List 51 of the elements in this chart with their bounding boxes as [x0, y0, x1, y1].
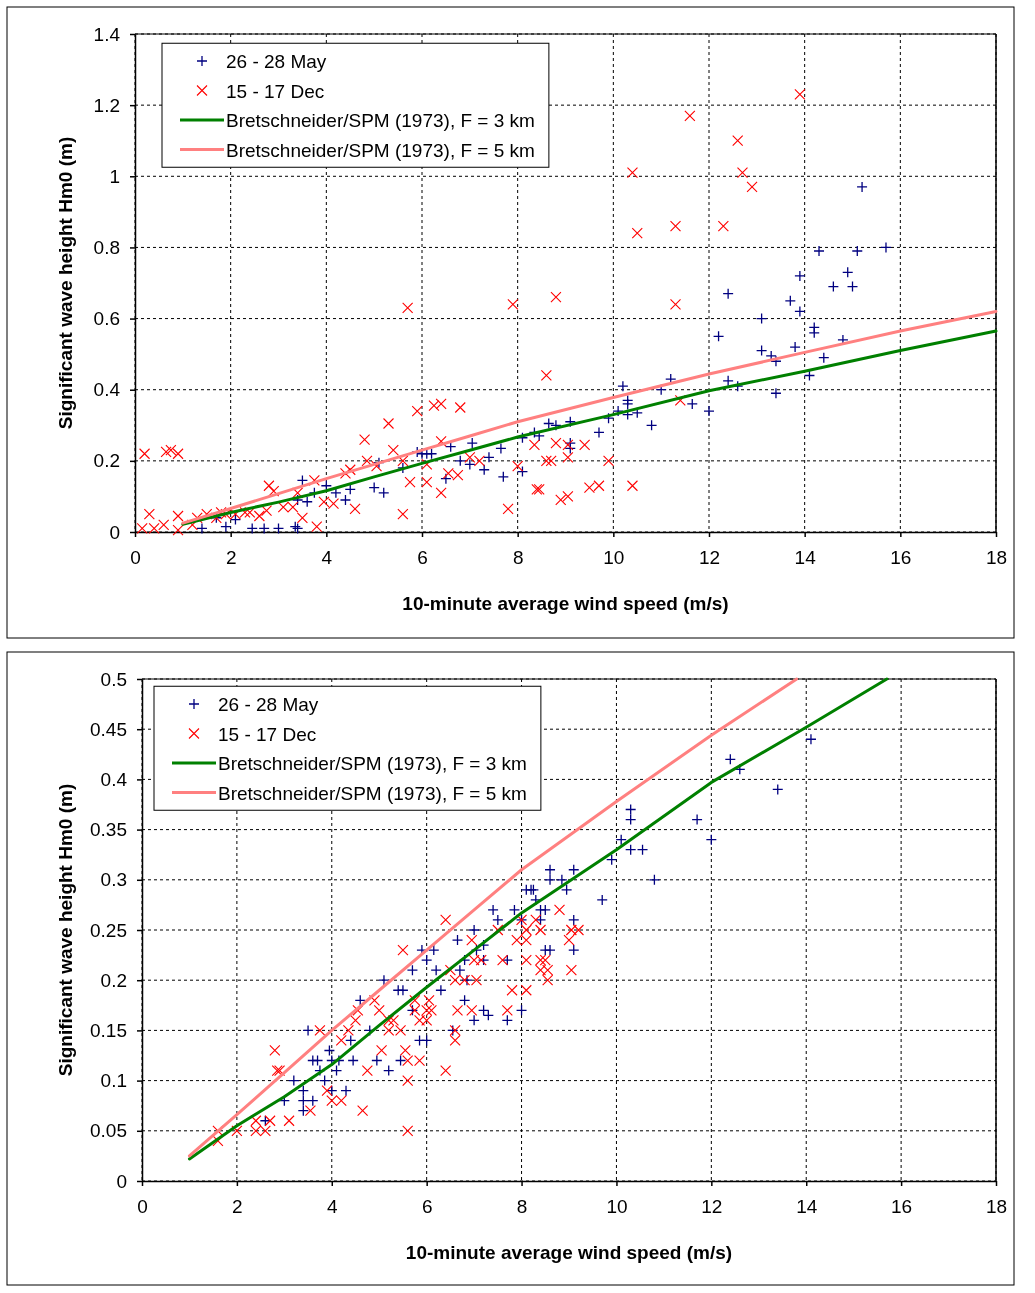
- y-axis-title: Significant wave height Hm0 (m): [55, 783, 76, 1077]
- x-tick-label: 10: [603, 547, 625, 569]
- y-tick-label: 0.1: [100, 1070, 127, 1092]
- x-tick-label: 12: [701, 1196, 723, 1218]
- x-tick-label: 0: [137, 1196, 148, 1218]
- x-tick-label: 2: [232, 1196, 243, 1218]
- x-tick-label: 16: [891, 1196, 913, 1218]
- x-tick-label: 14: [794, 547, 817, 569]
- x-tick-label: 6: [421, 1196, 433, 1218]
- x-tick-label: 2: [225, 547, 237, 569]
- x-axis-title: 10-minute average wind speed (m/s): [402, 593, 729, 614]
- x-tick-label: 0: [130, 547, 141, 569]
- x-tick-label: 10: [606, 1196, 628, 1218]
- y-tick-label: 0.35: [90, 819, 127, 841]
- x-tick-label: 18: [985, 1196, 1008, 1218]
- x-tick-label: 6: [417, 547, 428, 569]
- y-axis-title: Significant wave height Hm0 (m): [55, 136, 76, 430]
- x-tick-label: 14: [796, 1196, 818, 1218]
- y-tick-label: 1.2: [93, 94, 120, 116]
- x-tick-label: 8: [512, 547, 524, 569]
- y-tick-label: 1.4: [93, 23, 121, 45]
- x-tick-label: 4: [321, 547, 333, 569]
- x-axis-title: 10-minute average wind speed (m/s): [405, 1242, 733, 1263]
- legend-label: 26 - 28 May: [226, 51, 327, 72]
- y-tick-label: 0.3: [100, 869, 127, 891]
- legend-label: Bretschneider/SPM (1973), F = 3 km: [218, 753, 527, 774]
- legend-label: 26 - 28 May: [218, 694, 319, 715]
- legend-label: 15 - 17 Dec: [218, 723, 317, 745]
- y-tick-label: 0.8: [93, 237, 120, 259]
- y-tick-label: 0.4: [100, 768, 128, 790]
- y-tick-label: 0.5: [100, 668, 127, 690]
- legend-label: Bretschneider/SPM (1973), F = 5 km: [218, 782, 527, 804]
- y-tick-label: 0.05: [90, 1120, 127, 1142]
- y-tick-label: 0.4: [93, 379, 121, 401]
- x-tick-label: 4: [326, 1196, 338, 1218]
- y-tick-label: 0.25: [90, 919, 127, 941]
- x-tick-label: 16: [890, 547, 912, 569]
- y-tick-label: 0.6: [93, 308, 120, 330]
- y-tick-label: 0: [116, 1170, 127, 1192]
- x-tick-label: 12: [698, 547, 721, 569]
- legend-label: Bretschneider/SPM (1973), F = 5 km: [226, 139, 535, 161]
- y-tick-label: 1: [109, 165, 120, 187]
- y-tick-label: 0.45: [90, 718, 127, 740]
- legend-label: Bretschneider/SPM (1973), F = 3 km: [226, 110, 535, 131]
- y-tick-label: 0.15: [90, 1019, 127, 1041]
- y-tick-label: 0.2: [93, 450, 120, 472]
- legend-label: 15 - 17 Dec: [226, 80, 325, 102]
- x-tick-label: 8: [516, 1196, 528, 1218]
- x-tick-label: 18: [985, 547, 1008, 569]
- y-tick-label: 0: [109, 521, 120, 543]
- y-tick-label: 0.2: [100, 969, 127, 991]
